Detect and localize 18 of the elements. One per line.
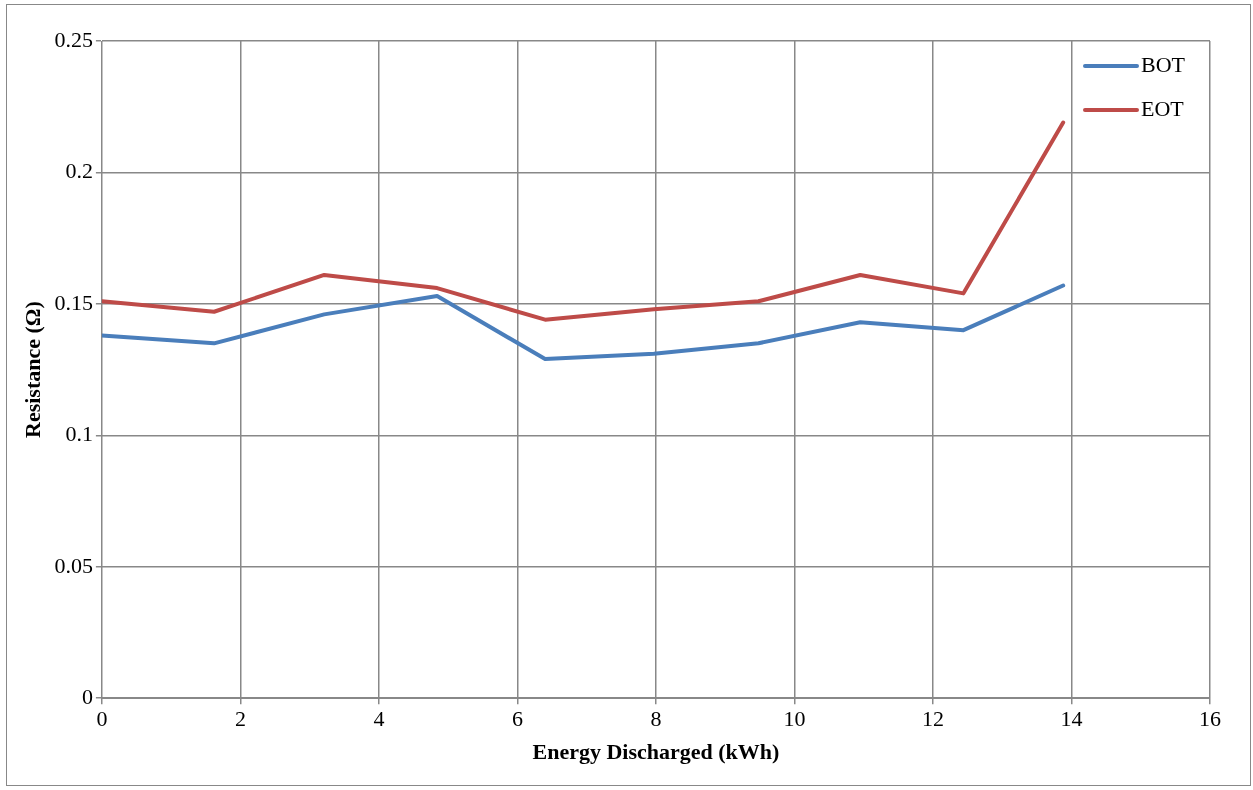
y-tick-label: 0.05	[54, 552, 93, 578]
x-tick-label: 16	[1199, 706, 1221, 732]
x-tick-label: 4	[373, 706, 385, 732]
y-tick-label: 0.15	[54, 289, 93, 315]
y-axis-title: Resistance (Ω)	[19, 301, 45, 438]
legend-label: BOT	[1141, 51, 1186, 77]
y-tick-label: 0.2	[65, 158, 93, 184]
x-tick-label: 2	[234, 706, 246, 732]
x-axis-title: Energy Discharged (kWh)	[532, 739, 780, 765]
y-tick-label: 0.25	[54, 26, 93, 52]
x-tick-label: 10	[783, 706, 806, 732]
y-tick-label: 0	[81, 683, 93, 709]
x-tick-label: 14	[1060, 706, 1083, 732]
x-tick-label: 12	[921, 706, 944, 732]
legend-label: EOT	[1141, 95, 1185, 121]
x-tick-label: 6	[511, 706, 523, 732]
x-tick-label: 8	[650, 706, 662, 732]
y-tick-label: 0.1	[65, 421, 93, 447]
